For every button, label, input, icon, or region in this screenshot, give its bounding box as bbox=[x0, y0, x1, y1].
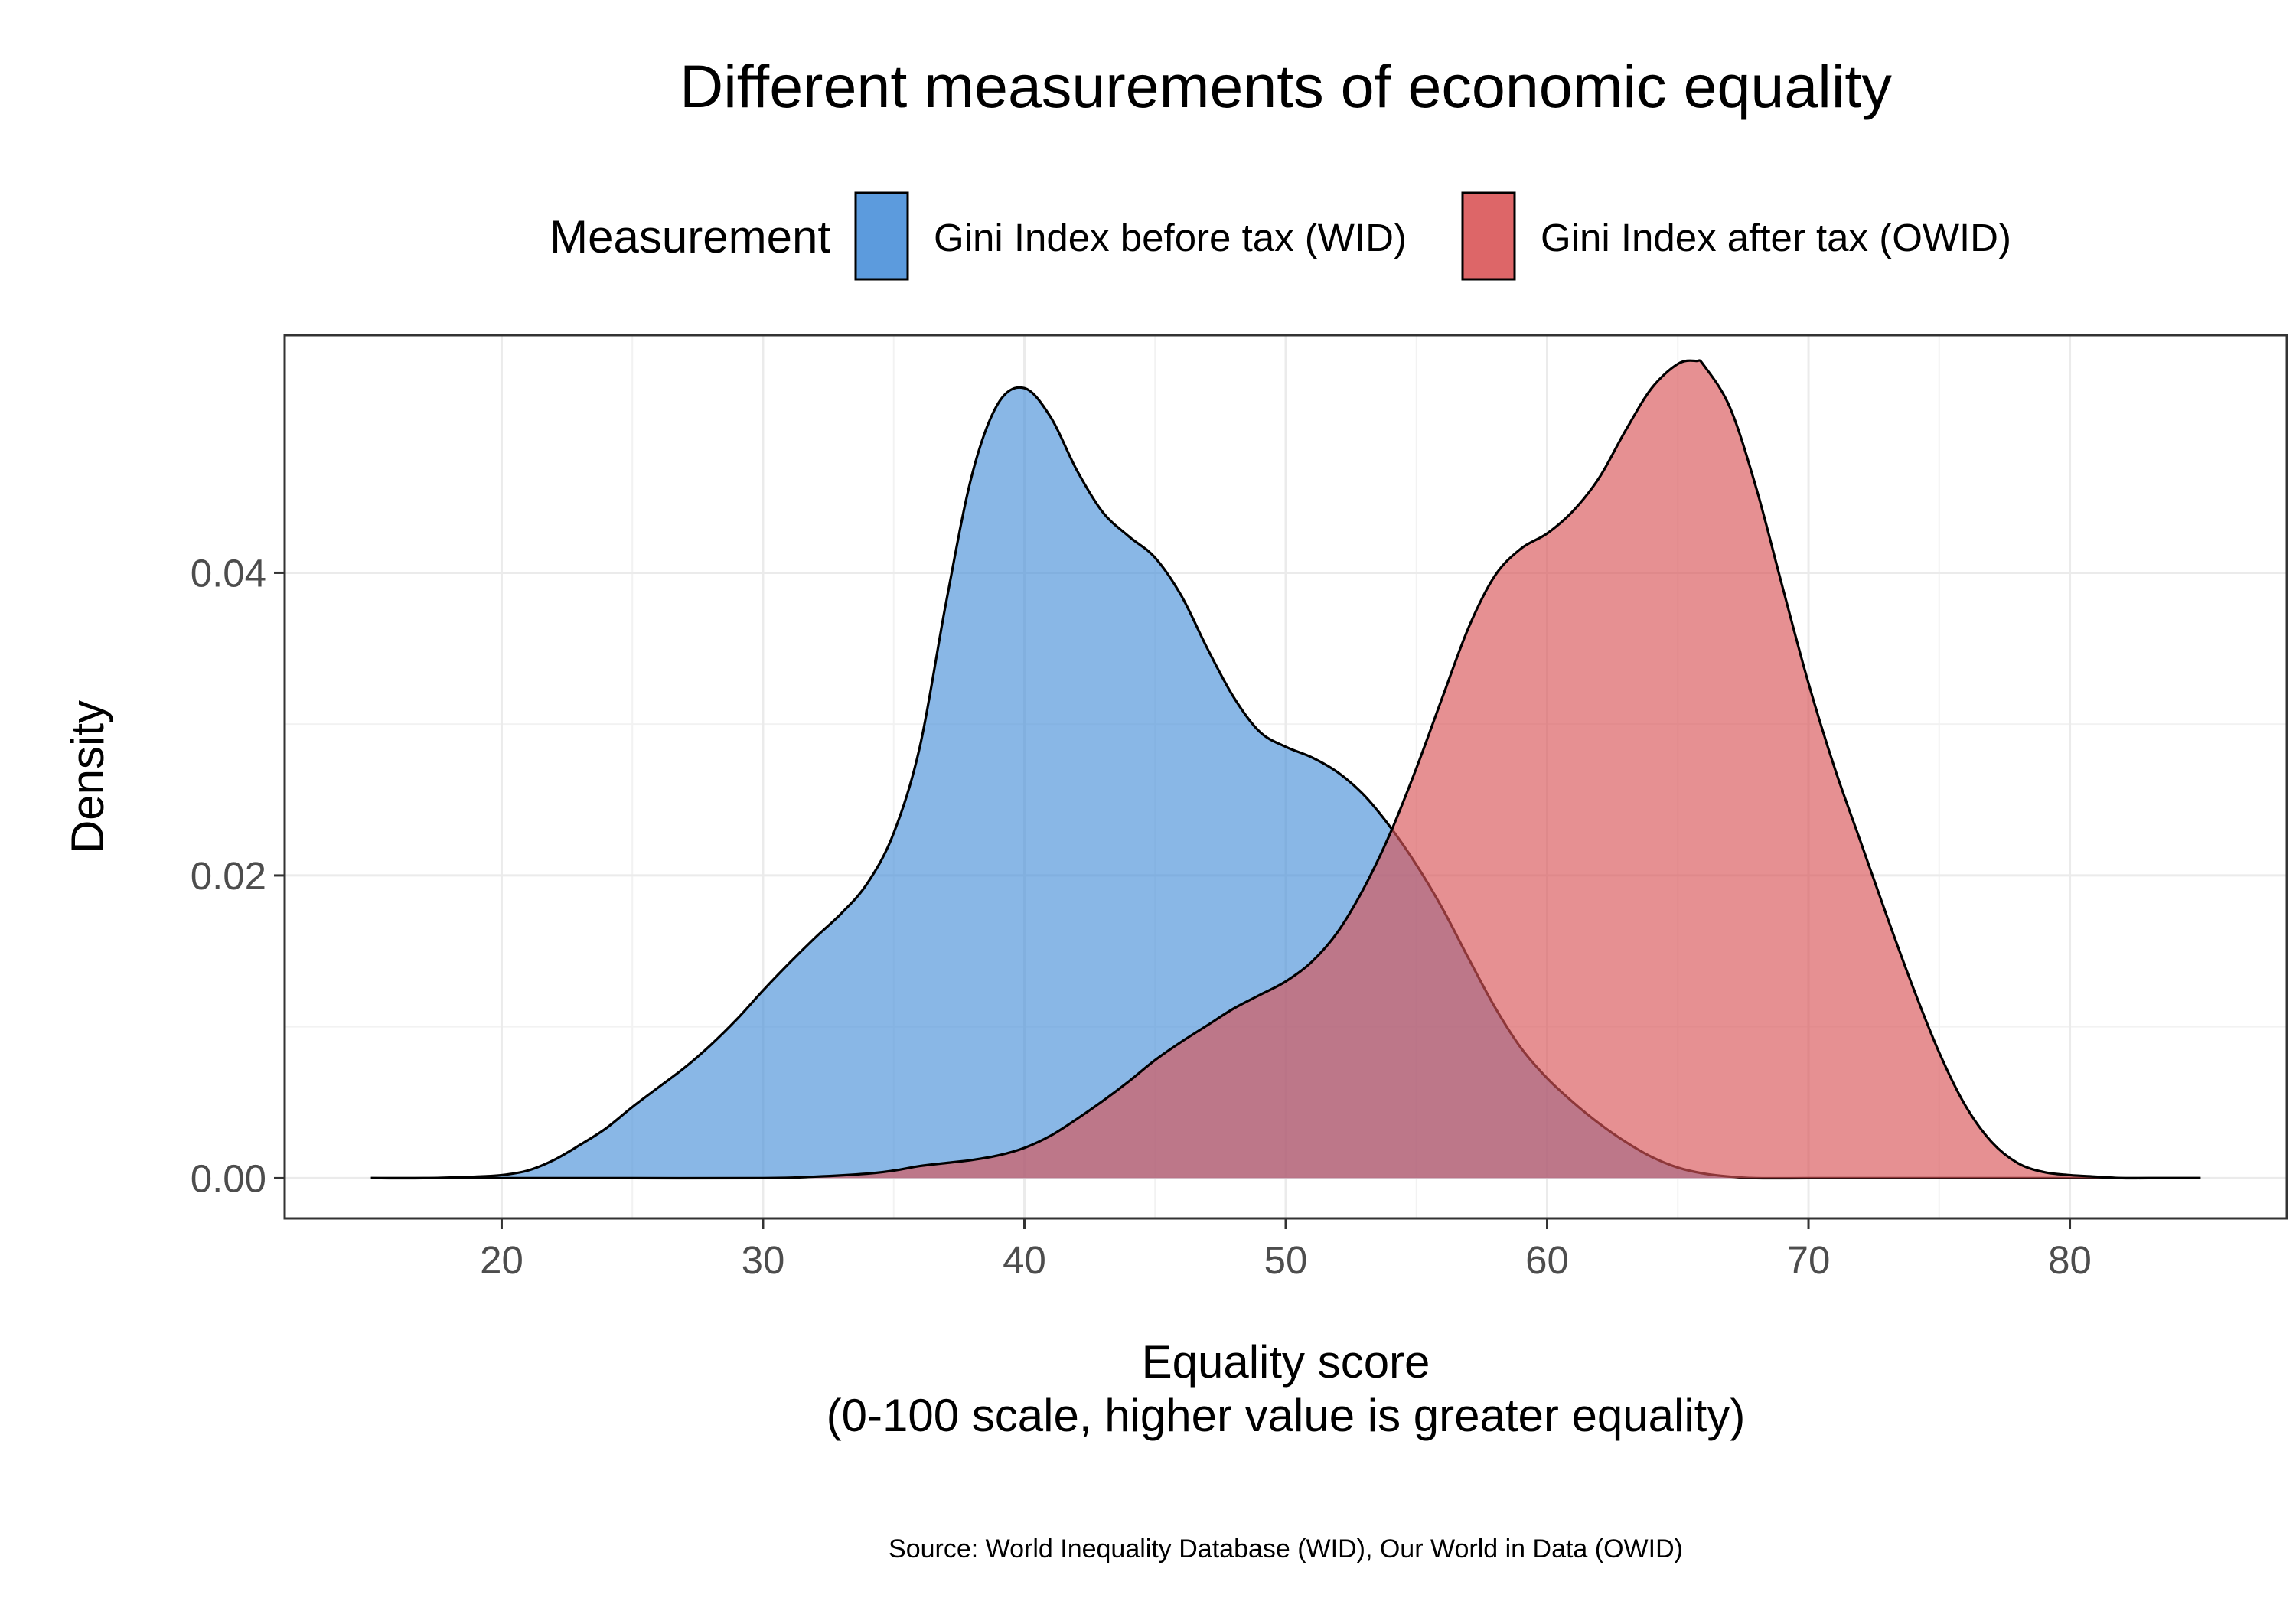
legend-label-before-tax: Gini Index before tax (WID) bbox=[934, 216, 1407, 259]
y-axis-label: Density bbox=[62, 700, 113, 853]
y-tick-label: 0.04 bbox=[191, 551, 266, 595]
x-tick-label: 70 bbox=[1787, 1238, 1831, 1282]
density-line-after-tax bbox=[370, 359, 2201, 1180]
x-tick-label: 20 bbox=[480, 1238, 523, 1282]
y-tick-label: 0.02 bbox=[191, 854, 266, 898]
x-tick-label: 50 bbox=[1264, 1238, 1308, 1282]
legend-title: Measurement bbox=[550, 211, 830, 263]
y-tick-label: 0.00 bbox=[191, 1156, 266, 1200]
x-tick-label: 30 bbox=[742, 1238, 785, 1282]
legend-label-after-tax: Gini Index after tax (OWID) bbox=[1541, 216, 2011, 259]
density-areas bbox=[370, 359, 2201, 1180]
x-tick-label: 40 bbox=[1003, 1238, 1046, 1282]
legend: Measurement Gini Index before tax (WID) … bbox=[550, 191, 2011, 281]
x-tick-label: 80 bbox=[2048, 1238, 2092, 1282]
legend-key-after-tax bbox=[1461, 191, 1516, 281]
density-area-before-tax bbox=[370, 387, 2201, 1179]
legend-key-before-tax bbox=[854, 191, 909, 281]
chart-title: Different measurements of economic equal… bbox=[680, 52, 1892, 120]
source-caption: Source: World Inequality Database (WID),… bbox=[889, 1534, 1683, 1564]
x-axis-label-line2: (0-100 scale, higher value is greater eq… bbox=[827, 1390, 1746, 1441]
density-area-after-tax bbox=[370, 360, 2201, 1179]
axes: 20 30 40 50 60 70 80 0.00 0.02 0.04 bbox=[191, 551, 2092, 1282]
x-axis-label-line1: Equality score bbox=[1142, 1336, 1430, 1388]
x-tick-label: 60 bbox=[1525, 1238, 1569, 1282]
